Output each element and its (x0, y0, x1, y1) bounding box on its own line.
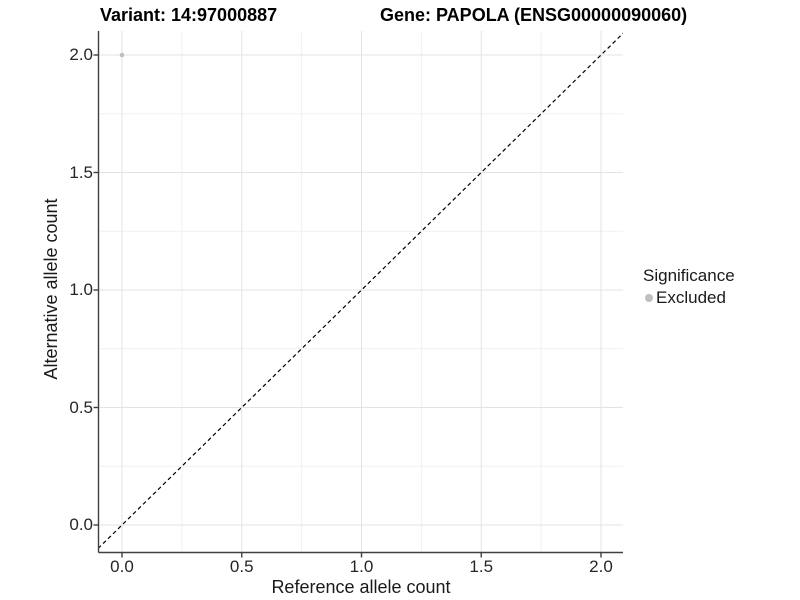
legend-item-excluded: Excluded (641, 288, 735, 307)
legend-key-box (641, 290, 656, 305)
y-tick-label: 0.0 (69, 515, 93, 534)
y-tick-label: 1.5 (69, 162, 93, 182)
legend: Significance Excluded (641, 266, 735, 307)
x-tick-label: 0.0 (110, 557, 134, 576)
legend-title: Significance (643, 266, 735, 285)
x-tick-label: 2.0 (589, 557, 613, 576)
x-tick-label: 0.5 (229, 557, 254, 576)
y-tick-label: 2.0 (69, 45, 93, 64)
data-point (119, 52, 125, 58)
x-axis-title: Reference allele count (271, 577, 451, 597)
x-tick-label: 1.0 (349, 557, 374, 576)
plot-title-variant: Variant: 14:97000887 (100, 5, 278, 25)
y-tick-label: 0.5 (69, 397, 93, 417)
plot-title-gene: Gene: PAPOLA (ENSG00000090060) (380, 5, 688, 25)
legend-marker-excluded-icon (644, 293, 653, 302)
x-tick-label: 1.5 (469, 557, 494, 576)
legend-item-label: Excluded (656, 288, 726, 307)
y-tick-label: 1.0 (69, 280, 93, 299)
